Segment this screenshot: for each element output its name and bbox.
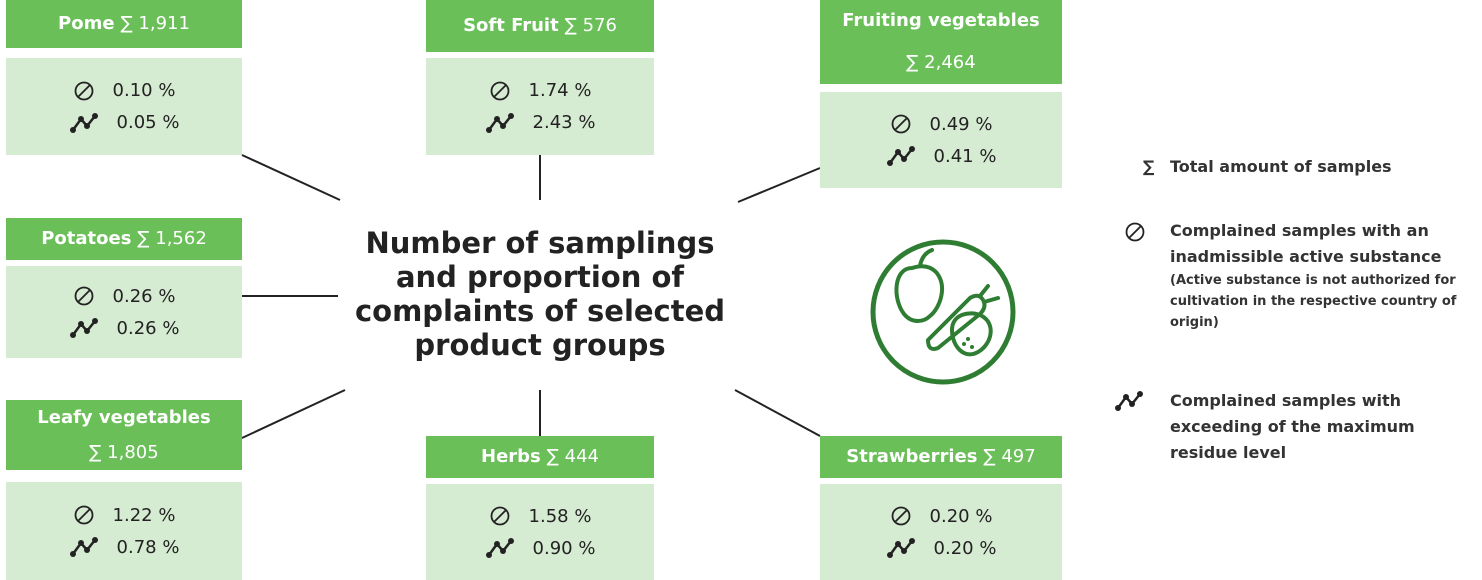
legend-total: ∑ Total amount of samples xyxy=(1170,154,1480,180)
stat-value: 0.26 % xyxy=(117,318,180,339)
slash-icon xyxy=(1124,221,1146,243)
stat-row: 0.26 % xyxy=(6,314,242,342)
stat-row: 1.58 % xyxy=(426,502,654,530)
stat-row: 0.49 % xyxy=(820,110,1062,138)
stat-value: 0.78 % xyxy=(117,537,180,558)
stat-value: 0.49 % xyxy=(930,114,993,135)
stat-row: 0.26 % xyxy=(6,282,242,310)
trend-icon xyxy=(69,112,99,134)
page: Number of samplings and proportion of co… xyxy=(0,0,1482,580)
stat-value: 0.05 % xyxy=(117,112,180,133)
legend-text: Complained samples with an inadmissible … xyxy=(1170,221,1442,266)
stat-row: 0.10 % xyxy=(6,77,242,105)
group-body: 1.22 % 0.78 % xyxy=(6,482,242,580)
group-body: 0.20 % 0.20 % xyxy=(820,484,1062,580)
group-total: ∑ 576 xyxy=(565,11,617,41)
trend-icon xyxy=(69,317,99,339)
slash-icon xyxy=(489,80,511,102)
stat-row: 0.20 % xyxy=(820,534,1062,562)
trend-icon xyxy=(886,145,916,167)
trend-icon xyxy=(886,537,916,559)
stat-row: 0.90 % xyxy=(426,534,654,562)
group-name: Herbs xyxy=(481,442,541,472)
stat-row: 0.78 % xyxy=(6,533,242,561)
legend-text: Total amount of samples xyxy=(1170,157,1392,176)
slash-icon xyxy=(890,113,912,135)
stat-value: 0.26 % xyxy=(113,286,176,307)
group-name: Leafy vegetables xyxy=(37,403,210,433)
group-header: Soft Fruit∑ 576 xyxy=(426,0,654,52)
group-header: Pome∑ 1,911 xyxy=(6,0,242,48)
group-header: Fruiting vegetables ∑ 2,464 xyxy=(820,0,1062,84)
stat-value: 1.58 % xyxy=(529,506,592,527)
slash-icon xyxy=(73,504,95,526)
slash-icon xyxy=(890,505,912,527)
group-name: Pome xyxy=(58,9,115,39)
trend-icon xyxy=(485,112,515,134)
group-header: Leafy vegetables ∑ 1,805 xyxy=(6,400,242,470)
group-body: 1.58 % 0.90 % xyxy=(426,484,654,580)
slash-icon xyxy=(73,80,95,102)
slash-icon xyxy=(73,285,95,307)
group-body: 0.26 % 0.26 % xyxy=(6,266,242,358)
legend-sum-symbol: ∑ xyxy=(1143,154,1154,180)
stat-value: 0.20 % xyxy=(934,538,997,559)
stat-row: 1.74 % xyxy=(426,77,654,105)
group-header: Strawberries∑ 497 xyxy=(820,436,1062,478)
legend-inadmissible: Complained samples with an inadmissible … xyxy=(1170,218,1480,333)
group-total: ∑ 1,911 xyxy=(121,9,190,39)
group-header: Potatoes∑ 1,562 xyxy=(6,218,242,260)
stat-row: 0.41 % xyxy=(820,142,1062,170)
trend-icon xyxy=(69,536,99,558)
stat-row: 2.43 % xyxy=(426,109,654,137)
stat-row: 1.22 % xyxy=(6,501,242,529)
trend-icon xyxy=(485,537,515,559)
group-name: Fruiting vegetables xyxy=(842,6,1040,36)
stat-value: 2.43 % xyxy=(533,112,596,133)
group-name: Soft Fruit xyxy=(463,11,559,41)
group-total: ∑ 2,464 xyxy=(820,48,1062,78)
legend-text: Complained samples with exceeding of the… xyxy=(1170,391,1415,462)
slash-icon xyxy=(489,505,511,527)
group-total: ∑ 444 xyxy=(547,442,599,472)
group-body: 0.49 % 0.41 % xyxy=(820,92,1062,188)
stat-row: 0.20 % xyxy=(820,502,1062,530)
group-name: Potatoes xyxy=(41,224,131,254)
group-total: ∑ 1,562 xyxy=(137,224,206,254)
group-header: Herbs∑ 444 xyxy=(426,436,654,478)
legend-exceeding: Complained samples with exceeding of the… xyxy=(1170,388,1480,466)
trend-icon xyxy=(1114,390,1144,412)
group-total: ∑ 497 xyxy=(983,442,1035,472)
stat-value: 0.10 % xyxy=(113,80,176,101)
group-body: 1.74 % 2.43 % xyxy=(426,58,654,155)
legend-note: (Active substance is not authorized for … xyxy=(1170,270,1480,333)
stat-value: 0.20 % xyxy=(930,506,993,527)
stat-value: 1.74 % xyxy=(529,80,592,101)
group-name: Strawberries xyxy=(846,442,977,472)
diagram-title: Number of samplings and proportion of co… xyxy=(330,226,750,362)
group-total: ∑ 1,805 xyxy=(6,438,242,468)
stat-row: 0.05 % xyxy=(6,109,242,137)
produce-icon xyxy=(873,242,1013,382)
stat-value: 0.90 % xyxy=(533,538,596,559)
stat-value: 1.22 % xyxy=(113,505,176,526)
stat-value: 0.41 % xyxy=(934,146,997,167)
group-body: 0.10 % 0.05 % xyxy=(6,58,242,155)
